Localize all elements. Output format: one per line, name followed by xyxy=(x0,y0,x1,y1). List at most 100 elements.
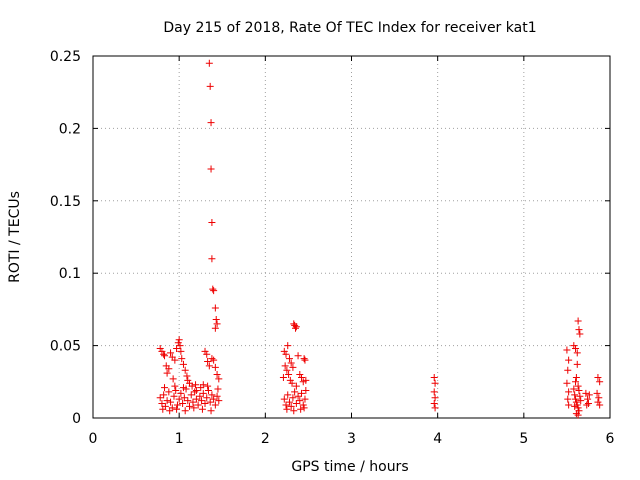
data-point xyxy=(563,346,571,354)
data-point xyxy=(297,405,305,413)
data-point xyxy=(575,326,583,334)
data-point xyxy=(282,401,290,409)
data-point xyxy=(289,363,297,371)
data-point xyxy=(287,402,295,410)
data-point xyxy=(213,320,221,328)
data-point xyxy=(302,376,310,384)
data-point xyxy=(596,378,604,386)
data-point xyxy=(215,375,223,383)
data-point xyxy=(204,358,212,366)
plot-frame xyxy=(92,55,611,419)
data-point xyxy=(574,404,582,412)
data-point xyxy=(210,356,218,364)
data-point xyxy=(575,386,583,394)
data-point xyxy=(176,342,184,350)
chart-title: Day 215 of 2018, Rate Of TEC Index for r… xyxy=(163,20,536,36)
data-point xyxy=(584,400,592,408)
data-point xyxy=(160,350,168,358)
x-axis-label: GPS time / hours xyxy=(291,459,408,475)
data-point xyxy=(196,392,204,400)
data-point xyxy=(205,362,213,370)
data-point xyxy=(192,395,200,403)
data-point xyxy=(190,404,198,412)
data-point xyxy=(207,165,215,173)
data-point xyxy=(181,407,189,415)
data-point xyxy=(302,386,310,394)
data-point xyxy=(187,391,195,399)
data-point xyxy=(167,398,175,406)
data-point xyxy=(292,400,300,408)
data-point xyxy=(431,404,439,412)
data-point xyxy=(291,388,299,396)
data-point xyxy=(184,397,192,405)
data-point xyxy=(281,362,289,370)
data-point xyxy=(282,350,290,358)
data-point xyxy=(189,398,197,406)
data-point xyxy=(283,405,291,413)
data-point xyxy=(174,339,182,347)
data-point xyxy=(594,398,602,406)
data-point xyxy=(158,347,166,355)
data-point xyxy=(194,401,202,409)
data-point xyxy=(431,394,439,402)
data-points xyxy=(156,59,604,419)
data-point xyxy=(298,373,306,381)
data-point xyxy=(595,394,603,402)
data-point xyxy=(192,386,200,394)
data-point xyxy=(300,355,308,363)
data-point xyxy=(181,366,189,374)
data-point xyxy=(212,316,220,324)
data-point xyxy=(203,394,211,402)
data-point xyxy=(594,373,602,381)
data-point xyxy=(576,392,584,400)
data-point xyxy=(173,401,181,409)
data-point xyxy=(170,392,178,400)
data-point xyxy=(290,407,298,415)
data-point xyxy=(177,389,185,397)
data-point xyxy=(300,404,308,412)
data-point xyxy=(198,405,206,413)
data-point xyxy=(186,402,194,410)
x-tick-label: 6 xyxy=(606,431,615,447)
data-point xyxy=(292,323,300,331)
data-point xyxy=(430,400,438,408)
data-point xyxy=(284,391,292,399)
data-point xyxy=(431,379,439,387)
grid xyxy=(93,56,610,418)
data-point xyxy=(204,386,212,394)
data-point xyxy=(188,382,196,390)
data-point xyxy=(571,402,579,410)
data-point xyxy=(573,349,581,357)
data-point xyxy=(286,376,294,384)
data-point xyxy=(296,397,304,405)
data-point xyxy=(156,394,164,402)
data-point xyxy=(209,285,217,293)
data-point xyxy=(285,371,293,379)
data-point xyxy=(166,407,174,415)
data-point xyxy=(206,82,214,90)
data-point xyxy=(208,355,216,363)
data-point xyxy=(159,405,167,413)
data-point xyxy=(201,400,209,408)
data-point xyxy=(210,395,218,403)
data-point xyxy=(288,379,296,387)
data-point xyxy=(570,385,578,393)
data-point xyxy=(572,373,580,381)
data-point xyxy=(211,304,219,312)
data-point xyxy=(165,388,173,396)
data-point xyxy=(177,347,185,355)
data-point xyxy=(180,394,188,402)
data-point xyxy=(199,389,207,397)
data-point xyxy=(299,401,307,409)
data-point xyxy=(301,395,309,403)
data-point xyxy=(198,397,206,405)
data-point xyxy=(582,389,590,397)
data-point xyxy=(204,382,212,390)
y-tick-label: 0.15 xyxy=(50,194,81,210)
data-point xyxy=(564,395,572,403)
x-tick-label: 5 xyxy=(519,431,528,447)
data-point xyxy=(287,359,295,367)
y-tick-label: 0.25 xyxy=(50,49,81,65)
data-point xyxy=(211,324,219,332)
data-point xyxy=(171,382,179,390)
